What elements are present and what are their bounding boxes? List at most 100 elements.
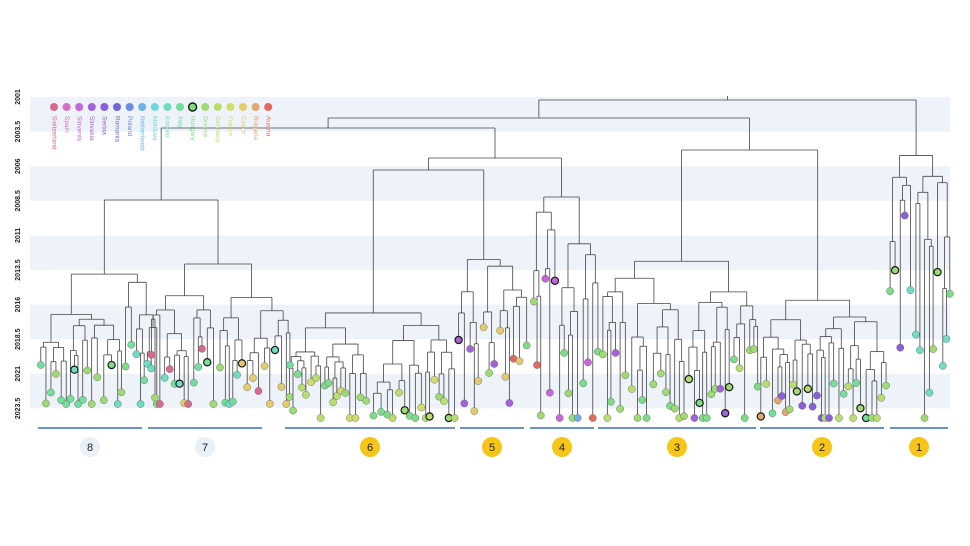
tip-node-greece — [356, 393, 365, 402]
time-band — [30, 97, 950, 132]
tip-node-italy — [839, 390, 848, 398]
legend-dot-czech — [239, 103, 247, 111]
tip-node-greece — [99, 396, 108, 404]
tip-node-germany — [684, 374, 694, 384]
legend-label-greece: Greece — [201, 116, 208, 138]
tip-node-switzerland — [198, 344, 206, 353]
legend-label-austria: Austria — [264, 116, 271, 137]
tip-node-italy — [66, 395, 75, 403]
tip-node-france — [430, 375, 439, 384]
tip-node-greece — [657, 369, 665, 378]
tip-node-italy — [829, 379, 838, 388]
time-band — [30, 166, 950, 201]
tip-node-hungary — [369, 411, 378, 420]
cluster-badge-label: 7 — [202, 442, 208, 454]
legend-label-netherlands: Netherlands — [138, 116, 145, 152]
time-bands — [30, 97, 950, 409]
tree-branches — [40, 96, 951, 418]
tip-node-italy — [190, 378, 198, 387]
tip-node-kosovo — [136, 400, 145, 408]
tip-node-slovenia — [541, 274, 550, 283]
legend-label-slovenia: Slovenia — [75, 116, 82, 141]
time-tick-label: 2003.5 — [15, 121, 22, 143]
tip-node-austria — [533, 361, 541, 369]
tip-node-greece — [151, 393, 159, 402]
legend-label-bulgaria: Bulgaria — [252, 116, 259, 140]
cluster-badge — [552, 437, 572, 457]
tip-node-germany — [844, 382, 853, 391]
tip-node-hungary — [946, 290, 954, 298]
tip-node-slovenia — [555, 414, 564, 422]
cluster-badge-label: 8 — [87, 442, 93, 454]
legend-dot-germany — [213, 103, 222, 111]
cluster-badge — [360, 437, 380, 457]
tip-node-hungary — [695, 398, 704, 408]
tip-node-czech — [243, 383, 251, 392]
tip-node-kosovo — [233, 371, 241, 379]
tip-node-hungary — [560, 349, 568, 357]
tip-node-greece — [42, 399, 50, 408]
tip-node-hungary — [107, 360, 116, 370]
legend-label-moldova: Moldova — [151, 116, 158, 141]
cluster-badge-label: 3 — [674, 442, 680, 454]
legend-label-poland: Poland — [126, 116, 133, 137]
tip-node-germany — [603, 414, 612, 422]
tip-node-serbia — [825, 414, 833, 422]
cluster-badge — [909, 437, 929, 457]
time-tick-label: 2016 — [15, 297, 22, 313]
tip-node-greece — [362, 397, 370, 405]
tip-node-hungary — [522, 341, 531, 350]
tip-node-slovakia — [454, 335, 463, 345]
tip-node-greece — [93, 373, 102, 382]
tip-node-greece — [933, 267, 942, 277]
legend-dot-netherlands — [138, 103, 147, 111]
tip-node-kosovo — [942, 335, 951, 343]
tip-node-greece — [52, 370, 60, 378]
time-tick-label: 2001 — [15, 89, 22, 105]
country-legend: Switzerland Spain Slovenia Slovakia Serbia Ro… — [50, 102, 273, 152]
tip-node-germany — [627, 385, 636, 393]
tip-node-italy — [203, 358, 212, 367]
tip-node-kosovo — [70, 365, 79, 374]
tip-node-czech — [249, 374, 257, 382]
tip-node-greece — [929, 345, 937, 353]
cluster-badge — [195, 437, 215, 457]
tip-node-kosovo — [270, 345, 280, 355]
tip-node-kosovo — [939, 362, 947, 370]
tip-node-italy — [229, 397, 237, 406]
tip-node-greece — [882, 381, 890, 390]
tip-node-germany — [762, 380, 771, 388]
tip-node-slovakia — [490, 360, 499, 368]
tip-node-greece — [920, 414, 929, 422]
tip-node-hungary — [753, 382, 762, 391]
tip-node-germany — [835, 414, 843, 422]
tip-node-slovakia — [460, 399, 469, 408]
tip-node-hungary — [579, 379, 588, 388]
tip-node-greece — [670, 404, 679, 413]
legend-label-italy: Italy — [176, 116, 183, 129]
tree-tips — [36, 211, 954, 423]
tip-node-germany — [298, 383, 306, 392]
cluster-badge-label: 4 — [559, 442, 565, 454]
tip-node-hungary — [607, 398, 615, 406]
legend-dot-poland — [125, 103, 134, 111]
tip-node-serbia — [778, 392, 786, 400]
tip-node-slovakia — [611, 349, 620, 357]
legend-dot-bulgaria — [251, 103, 260, 111]
tip-node-switzerland — [184, 400, 192, 408]
tip-node-italy — [78, 395, 87, 404]
tip-node-serbia — [813, 391, 821, 400]
tip-node-germany — [873, 414, 881, 422]
tip-node-czech — [266, 399, 274, 408]
tip-node-greece — [724, 382, 734, 392]
tip-node-kosovo — [113, 400, 122, 408]
tip-node-netherlands — [573, 414, 582, 422]
tip-node-greece — [341, 389, 350, 397]
tip-node-hungary — [886, 287, 894, 295]
legend-dot-moldova — [150, 103, 159, 111]
tip-node-greece — [435, 392, 443, 401]
legend-dot-austria — [264, 103, 273, 111]
tip-node-greece — [87, 400, 96, 408]
legend-dot-italy — [176, 103, 184, 111]
tip-node-greece — [289, 406, 297, 415]
